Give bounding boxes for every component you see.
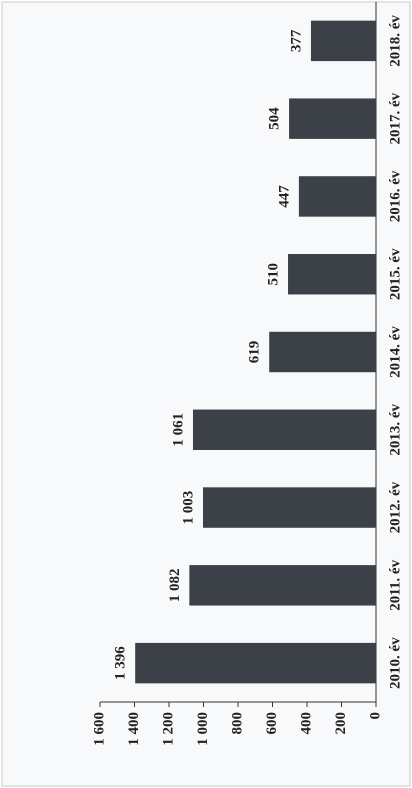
y-tick-label: 1 200 xyxy=(160,712,176,746)
bar xyxy=(289,98,376,139)
bar xyxy=(310,20,376,62)
bar xyxy=(192,409,376,450)
x-tick-label: 2014. év xyxy=(387,326,403,378)
value-label: 1 003 xyxy=(180,491,196,525)
x-tick-label: 2011. év xyxy=(387,559,403,610)
value-label: 619 xyxy=(247,341,263,364)
y-tick-label: 800 xyxy=(229,712,245,735)
bar xyxy=(189,565,376,606)
y-tick-label: 0 xyxy=(367,712,383,720)
bar xyxy=(288,254,376,295)
bar xyxy=(269,331,376,373)
y-tick-label: 600 xyxy=(264,712,280,735)
value-label: 447 xyxy=(276,185,292,208)
y-tick-label: 200 xyxy=(333,712,349,735)
value-label: 377 xyxy=(288,29,304,52)
y-tick-label: 1 000 xyxy=(195,712,211,746)
value-label: 1 396 xyxy=(113,646,129,680)
x-tick-label: 2013. év xyxy=(387,403,403,455)
x-tick-label: 2010. év xyxy=(387,637,403,689)
x-tick-label: 2017. év xyxy=(387,92,403,144)
bar xyxy=(298,176,376,217)
value-label: 1 061 xyxy=(170,413,186,447)
value-label: 504 xyxy=(266,107,282,130)
y-tick-label: 1 400 xyxy=(126,712,142,746)
x-tick-label: 2016. év xyxy=(387,170,403,222)
value-label: 510 xyxy=(265,263,281,286)
y-tick-label: 1 600 xyxy=(91,712,107,746)
x-tick-label: 2012. év xyxy=(387,481,403,533)
y-tick-label: 400 xyxy=(298,712,314,735)
plot-area: 0 200 400 600 800 1 000 1 200 1 400 1 600 2010. é… xyxy=(91,2,403,746)
bar xyxy=(135,642,376,684)
x-tick-label: 2018. év xyxy=(387,15,403,67)
value-label: 1 082 xyxy=(167,568,183,602)
x-tick-label: 2015. év xyxy=(387,248,403,300)
bar xyxy=(202,487,376,528)
